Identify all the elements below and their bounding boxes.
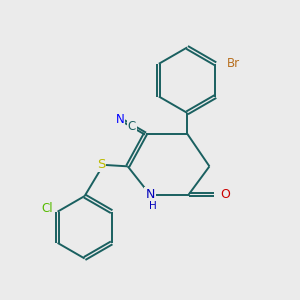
Text: N: N [145, 188, 155, 201]
Text: H: H [148, 201, 156, 211]
Text: C: C [128, 120, 136, 133]
Text: Br: Br [227, 57, 240, 70]
Text: O: O [220, 188, 230, 201]
Text: N: N [116, 112, 124, 126]
Text: Cl: Cl [41, 202, 53, 215]
Text: S: S [97, 158, 105, 171]
